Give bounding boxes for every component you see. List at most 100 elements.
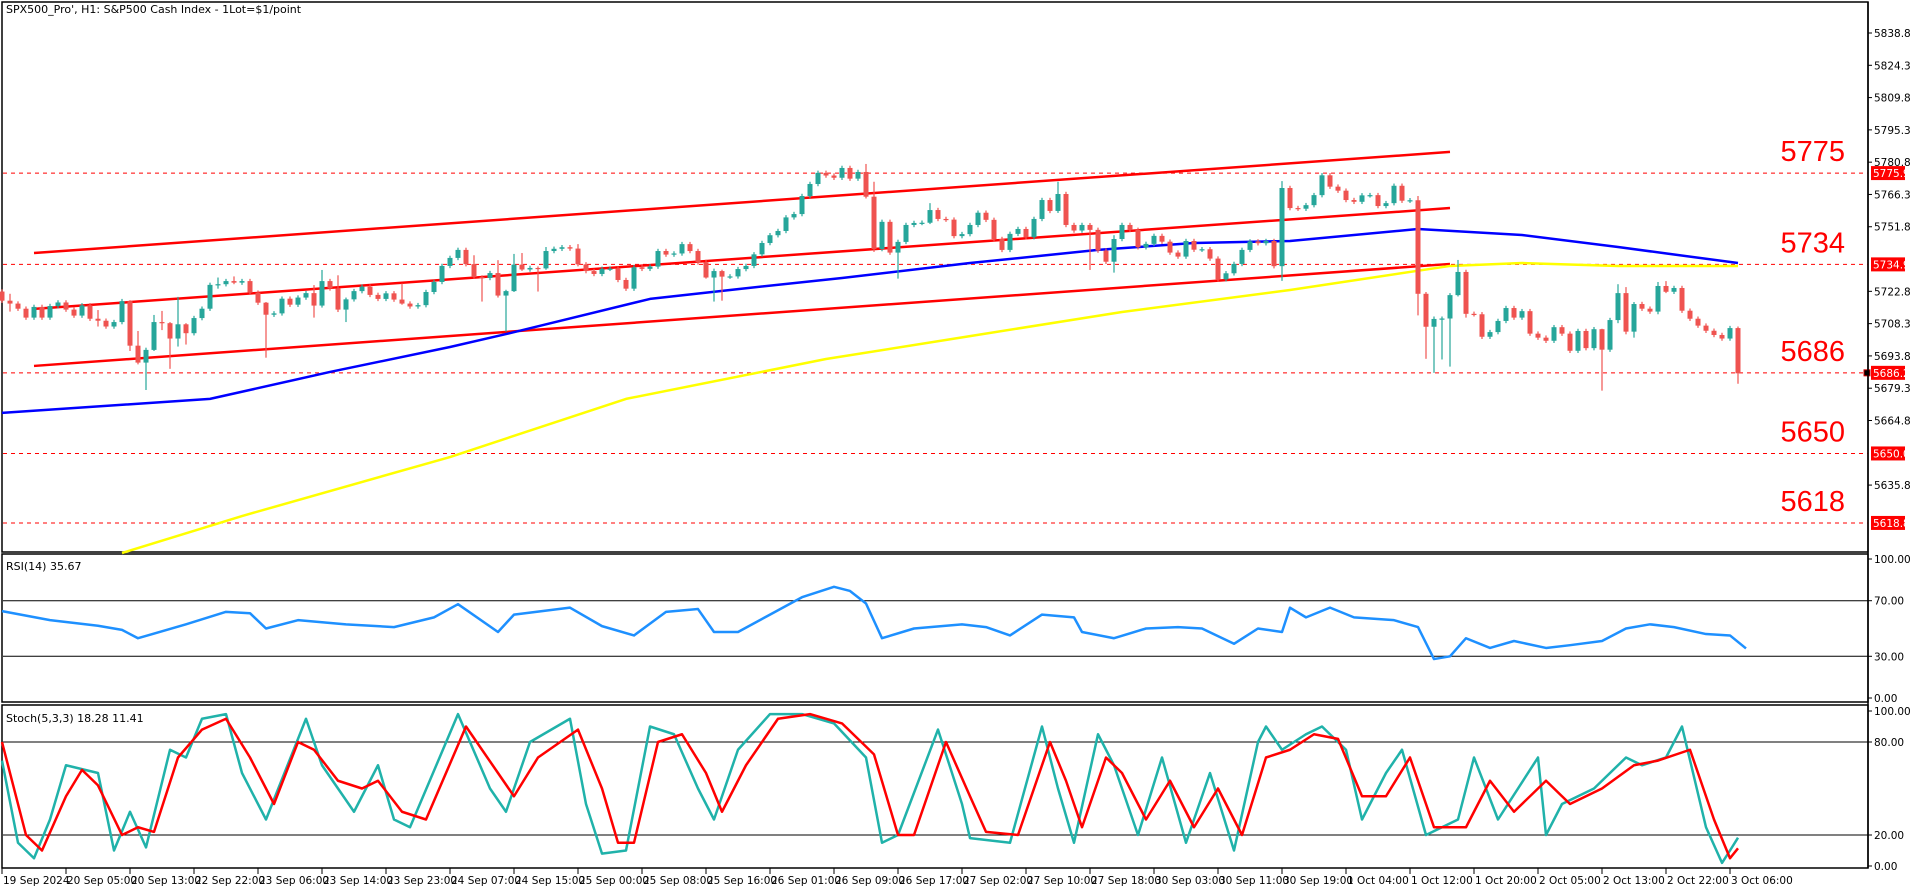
candle-body: [823, 172, 829, 176]
candle: [1535, 331, 1541, 340]
price-tag-bg: [1871, 365, 1905, 380]
candle: [671, 251, 677, 257]
candle: [583, 262, 589, 274]
price-panel[interactable]: 5775 5734 5686 5650 5618: [0, 136, 1868, 555]
candle: [1567, 331, 1573, 354]
candle-body: [855, 171, 861, 179]
candle-body: [1239, 249, 1245, 264]
candle: [1023, 226, 1029, 240]
candle-body: [1687, 310, 1693, 319]
candle-body: [631, 267, 637, 289]
stochastic-panel[interactable]: [0, 712, 1868, 865]
candle-body: [1599, 329, 1605, 350]
candle-body: [1479, 314, 1485, 337]
candle: [1679, 285, 1685, 313]
candle-body: [423, 292, 429, 306]
candle: [95, 310, 101, 327]
price-tick-label: 5708.3: [1874, 319, 1911, 331]
candle: [823, 170, 829, 178]
candle: [927, 203, 933, 225]
candle-body: [623, 279, 629, 289]
candle: [1063, 191, 1069, 228]
candle: [1159, 233, 1165, 244]
candle-body: [727, 276, 733, 278]
candle-body: [1695, 318, 1701, 326]
candle-body: [743, 265, 749, 270]
candle: [1471, 311, 1477, 317]
candle: [767, 232, 773, 246]
candle: [311, 285, 317, 318]
candle: [911, 220, 917, 228]
candle: [1399, 183, 1405, 203]
candle: [151, 314, 157, 352]
candle: [295, 295, 301, 307]
candle-body: [863, 171, 869, 197]
moving-average-yellow-line: [121, 261, 1738, 555]
candle-body: [1031, 218, 1037, 238]
candle: [111, 319, 117, 329]
candle: [1295, 205, 1301, 211]
candle-body: [1159, 235, 1165, 242]
candle: [1495, 318, 1501, 335]
candle-body: [239, 281, 245, 283]
candle-body: [311, 293, 317, 306]
time-tick-label: 27 Sep 10:00: [1027, 875, 1097, 887]
candle-body: [1087, 224, 1093, 230]
candle-body: [1071, 224, 1077, 231]
candle: [55, 300, 61, 309]
price-tick-label: 5766.3: [1874, 189, 1911, 201]
time-tick-label: 3 Oct 06:00: [1731, 875, 1793, 887]
time-tick-label: 19 Sep 2024: [3, 875, 70, 887]
candle-body: [519, 264, 525, 270]
candle: [615, 266, 621, 283]
candle: [1559, 324, 1565, 336]
candle: [791, 211, 797, 220]
candle-body: [1175, 252, 1181, 257]
candle-body: [295, 297, 301, 305]
candle: [1415, 196, 1421, 316]
candle-body: [1431, 318, 1437, 327]
rsi-tick-label: 0.00: [1874, 693, 1897, 705]
candle: [0, 289, 5, 303]
candle: [543, 247, 549, 270]
time-tick-label: 25 Sep 16:00: [707, 875, 777, 887]
candle: [279, 296, 285, 316]
candle: [1135, 227, 1141, 250]
candle-body: [839, 167, 845, 178]
candle-body: [1135, 229, 1141, 248]
candle: [743, 263, 749, 272]
channel-upper-line: [33, 150, 1451, 255]
candle: [575, 244, 581, 267]
panel-frame: [1, 1, 1869, 553]
candle-body: [1727, 328, 1733, 339]
candle-body: [151, 322, 157, 350]
candle: [1359, 193, 1365, 205]
candle-body: [735, 269, 741, 277]
level-label: 5618: [1780, 486, 1845, 518]
candle: [487, 270, 493, 281]
candle-body: [0, 291, 5, 301]
candle-body: [1351, 200, 1357, 202]
candle-body: [191, 318, 197, 334]
candle: [1623, 287, 1629, 335]
candle-body: [911, 222, 917, 225]
candle-body: [719, 271, 725, 277]
candle: [719, 269, 725, 301]
candle-body: [967, 224, 973, 235]
rsi-panel[interactable]: [1, 585, 1868, 661]
candle: [1423, 292, 1429, 359]
time-tick-label: 2 Oct 05:00: [1539, 875, 1601, 887]
candle-body: [663, 251, 669, 255]
candle-body: [871, 196, 877, 250]
candle-body: [847, 167, 853, 179]
candle-body: [1303, 205, 1309, 209]
time-tick-label: 22 Sep 22:00: [195, 875, 265, 887]
candle-body: [759, 243, 765, 255]
candle: [79, 303, 85, 318]
candle-body: [1735, 328, 1741, 374]
time-tick-label: 2 Oct 13:00: [1603, 875, 1665, 887]
candle: [1351, 197, 1357, 205]
candle: [1343, 188, 1349, 203]
candle: [1247, 239, 1253, 253]
